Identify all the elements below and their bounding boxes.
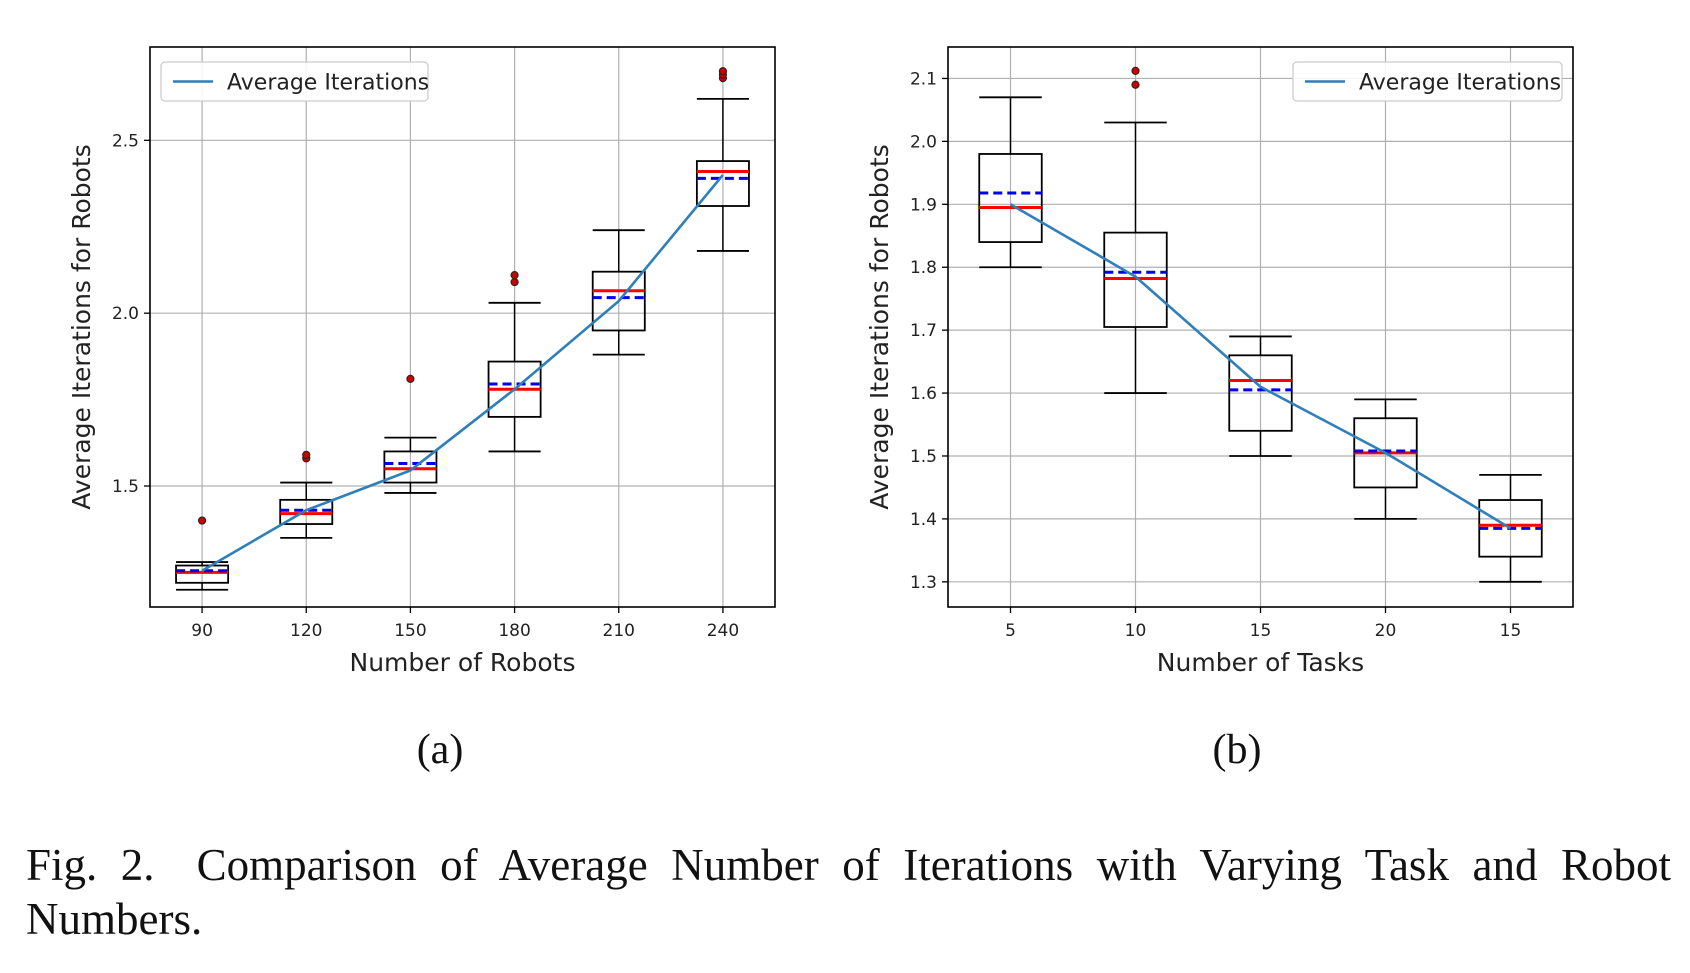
plot-frame: [149, 46, 776, 608]
x-tick-label: 15: [1500, 621, 1522, 641]
plot-frame: [947, 46, 1574, 608]
outlier-point: [510, 277, 519, 287]
y-tick-label: 2.5: [112, 131, 139, 151]
legend: Average Iterations: [160, 61, 429, 102]
y-tick-label: 2.1: [910, 69, 937, 89]
y-tick-label: 1.4: [910, 510, 937, 530]
box-5: [978, 96, 1043, 269]
x-tick-label: 10: [1125, 621, 1147, 641]
subfigure-label: (a): [417, 727, 464, 773]
box-10: [1103, 66, 1168, 394]
outlier-point: [718, 67, 728, 76]
legend: Average Iterations: [1292, 61, 1563, 102]
chart-panel-b: 1.3 1.4 1.5 1.6 1.7 1.8 1.9 2.0 2.1 5 10 15 20 15 Aver…: [865, 46, 1574, 773]
caption-text: Comparison of Average Number of Iteratio…: [26, 840, 1671, 944]
box-body: [978, 153, 1043, 243]
x-tick-label: 150: [394, 621, 426, 641]
legend-label: Average Iterations: [227, 71, 429, 96]
box-body: [1228, 354, 1293, 432]
box-body: [591, 270, 646, 332]
box-15: [1228, 335, 1293, 457]
x-tick-label: 210: [603, 621, 635, 641]
x-tick-label: 120: [290, 621, 322, 641]
outlier-point: [197, 516, 207, 525]
box-210: [591, 229, 646, 356]
y-tick-label: 2.0: [112, 304, 139, 324]
outlier-point: [1131, 66, 1140, 76]
average-iterations-line: [201, 174, 724, 572]
x-tick-label: 90: [191, 621, 213, 641]
box-body: [695, 160, 750, 207]
y-axis-label: Average Iterations for Robots: [865, 144, 894, 509]
box-150: [383, 374, 438, 494]
y-tick-label: 1.6: [910, 384, 937, 404]
outlier-point: [406, 374, 415, 383]
y-tick-label: 1.5: [112, 477, 139, 497]
x-axis-label: Number of Robots: [350, 648, 576, 677]
x-axis-label: Number of Tasks: [1157, 648, 1364, 677]
x-tick-label: 15: [1250, 621, 1272, 641]
box-body: [383, 450, 438, 484]
box-body: [175, 564, 230, 584]
outlier-point: [302, 450, 311, 460]
legend-label: Average Iterations: [1359, 71, 1561, 96]
y-tick-label: 1.9: [910, 195, 937, 215]
x-tick-label: 180: [498, 621, 530, 641]
x-tick-label: 5: [1005, 621, 1016, 641]
y-axis-label: Average Iterations for Robots: [67, 144, 96, 509]
x-tick-label: 240: [707, 621, 739, 641]
outlier-point: [510, 271, 519, 280]
legend-box: [160, 61, 429, 102]
box-20: [1353, 398, 1418, 520]
average-iterations-line: [1009, 203, 1512, 530]
y-tick-label: 1.8: [910, 258, 937, 278]
box-240: [695, 67, 750, 252]
box-120: [279, 450, 334, 539]
box-body: [279, 498, 334, 525]
subfigure-label: (b): [1213, 727, 1262, 773]
caption-label: Fig. 2.: [26, 840, 155, 890]
x-tick-label: 20: [1375, 621, 1397, 641]
y-tick-label: 1.3: [910, 573, 937, 593]
chart-panel-a: 1.5 2.0 2.5 90 120 150 180 210 240 Average Iterat…: [67, 46, 776, 773]
y-tick-label: 1.5: [910, 447, 937, 467]
y-tick-label: 2.0: [910, 132, 937, 152]
outlier-point: [1131, 80, 1140, 89]
y-tick-label: 1.7: [910, 321, 937, 341]
figure-caption: Fig. 2. Comparison of Average Number of I…: [26, 838, 1671, 946]
legend-box: [1292, 61, 1563, 102]
